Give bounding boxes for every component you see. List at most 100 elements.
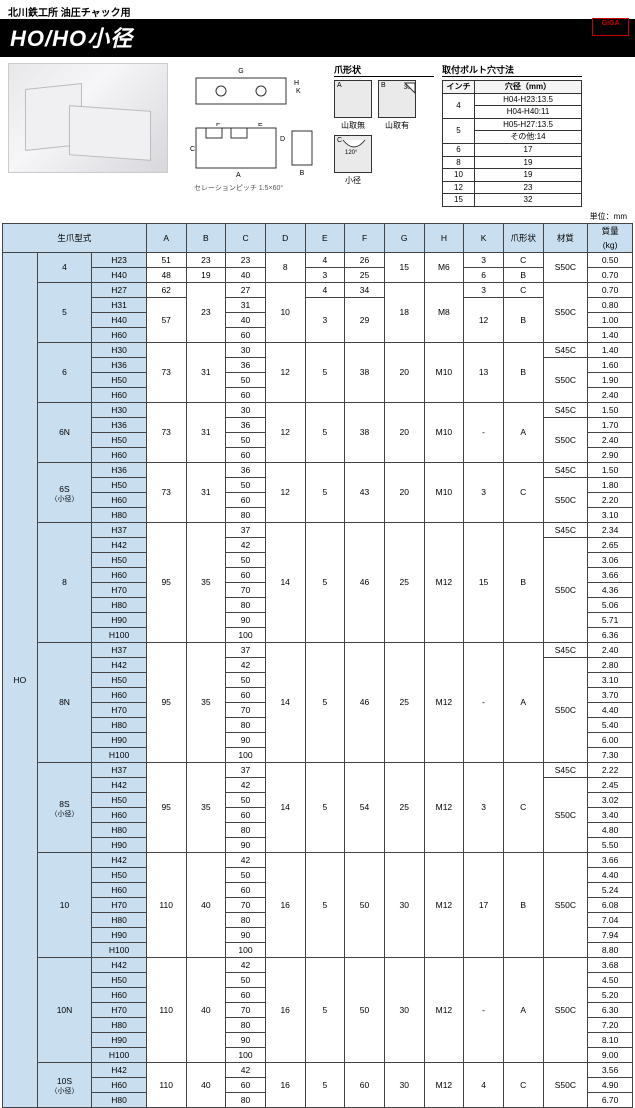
cell-F: 43 (345, 462, 385, 522)
bolt-inch: 15 (443, 194, 475, 207)
cell-wt: 2.40 (588, 387, 633, 402)
cell-C: 60 (226, 447, 266, 462)
top-row: G K H C D A F E B セレーションピッチ 1.5×60° 爪形状 … (0, 57, 635, 211)
cell-mat: S45C (543, 642, 588, 657)
code-cell: H60 (92, 687, 147, 702)
code-cell: H60 (92, 327, 147, 342)
cell-C: 36 (226, 417, 266, 432)
col-e: E (305, 223, 345, 252)
cell-H: M10 (424, 462, 464, 522)
claw-cap-c: 小径 (345, 176, 361, 185)
col-f: F (345, 223, 385, 252)
header: 北川鉄工所 油圧チャック用 HO/HO小径 GiGASELECTION (0, 0, 635, 57)
cell-C: 40 (226, 312, 266, 327)
cell-F: 29 (345, 297, 385, 342)
cell-F: 54 (345, 762, 385, 852)
claw-cap-a: 山取無 (341, 121, 365, 130)
cell-C: 50 (226, 372, 266, 387)
cell-wt: 8.10 (588, 1032, 633, 1047)
cell-wt: 6.36 (588, 627, 633, 642)
cell-C: 42 (226, 777, 266, 792)
svg-text:B: B (300, 170, 305, 177)
cell-A: 95 (146, 762, 186, 852)
code-cell: H80 (92, 912, 147, 927)
col-h: H (424, 223, 464, 252)
col-model: 生爪型式 (3, 223, 147, 252)
cell-mat: S50C (543, 1062, 588, 1107)
cell-B: 40 (186, 852, 226, 957)
cell-C: 50 (226, 672, 266, 687)
cell-B: 23 (186, 252, 226, 267)
cell-mat: S45C (543, 522, 588, 537)
code-cell: H90 (92, 837, 147, 852)
cell-wt: 2.40 (588, 642, 633, 657)
cell-K: 3 (464, 462, 504, 522)
cell-F: 34 (345, 282, 385, 297)
code-cell: H80 (92, 717, 147, 732)
main-spec-table: 生爪型式 A B C D E F G H K 爪形状 材質 質量(kg) HO4… (2, 223, 633, 1108)
cell-C: 60 (226, 327, 266, 342)
cell-C: 37 (226, 762, 266, 777)
code-cell: H100 (92, 627, 147, 642)
size-cell: 6 (37, 342, 92, 402)
cell-mat: S50C (543, 957, 588, 1062)
cell-mat: S45C (543, 342, 588, 357)
cell-wt: 1.00 (588, 312, 633, 327)
table-row: H404819403256B0.70 (3, 267, 633, 282)
product-photo (8, 63, 168, 173)
cell-wt: 4.90 (588, 1077, 633, 1092)
cell-C: 60 (226, 1077, 266, 1092)
bolt-col-inch: インチ (443, 81, 475, 94)
cell-mat: S45C (543, 402, 588, 417)
bolt-heading: 取付ボルト穴寸法 (442, 63, 582, 77)
table-row: 6NH307331301253820M10-AS45C1.50 (3, 402, 633, 417)
cell-wt: 7.20 (588, 1017, 633, 1032)
cell-H: M10 (424, 342, 464, 402)
cell-D: 16 (265, 852, 305, 957)
cell-E: 4 (305, 252, 345, 267)
cell-B: 40 (186, 957, 226, 1062)
cell-H: M12 (424, 852, 464, 957)
cell-F: 46 (345, 642, 385, 762)
table-row: 8H379535371454625M1215BS45C2.34 (3, 522, 633, 537)
bolt-col-dia: 穴径（mm） (475, 81, 582, 94)
code-cell: H90 (92, 1032, 147, 1047)
cell-G: 20 (384, 402, 424, 462)
code-cell: H42 (92, 1062, 147, 1077)
cell-G: 25 (384, 522, 424, 642)
code-cell: H30 (92, 402, 147, 417)
cell-B: 31 (186, 342, 226, 402)
cell-H: M10 (424, 402, 464, 462)
bolt-inch: 12 (443, 181, 475, 194)
cell-wt: 3.70 (588, 687, 633, 702)
code-cell: H50 (92, 372, 147, 387)
code-cell: H23 (92, 252, 147, 267)
cell-wt: 5.40 (588, 717, 633, 732)
claw-shape-b: B 30° (378, 80, 416, 118)
cell-C: 50 (226, 477, 266, 492)
cell-E: 5 (305, 522, 345, 642)
code-cell: H60 (92, 987, 147, 1002)
cell-B: 35 (186, 762, 226, 852)
code-cell: H50 (92, 792, 147, 807)
bolt-hole-section: 取付ボルト穴寸法 インチ 穴径（mm） 4H04-H23:13.5H04-H40… (442, 63, 582, 207)
cell-wt: 3.66 (588, 567, 633, 582)
code-cell: H60 (92, 807, 147, 822)
claw-heading: 爪形状 (334, 63, 434, 77)
size-cell: 8 (37, 522, 92, 642)
cell-C: 50 (226, 552, 266, 567)
cell-wt: 2.90 (588, 447, 633, 462)
code-cell: H80 (92, 1017, 147, 1032)
cell-H: M12 (424, 1062, 464, 1107)
cell-C: 50 (226, 867, 266, 882)
bolt-dia: 19 (475, 169, 582, 182)
code-cell: H100 (92, 747, 147, 762)
cell-D: 8 (265, 252, 305, 282)
cell-wt: 3.56 (588, 1062, 633, 1077)
code-cell: H50 (92, 432, 147, 447)
cell-A: 110 (146, 1062, 186, 1107)
cell-D: 14 (265, 522, 305, 642)
cell-K: 6 (464, 267, 504, 282)
claw-cap-b: 山取有 (385, 121, 409, 130)
svg-text:H: H (294, 80, 299, 87)
